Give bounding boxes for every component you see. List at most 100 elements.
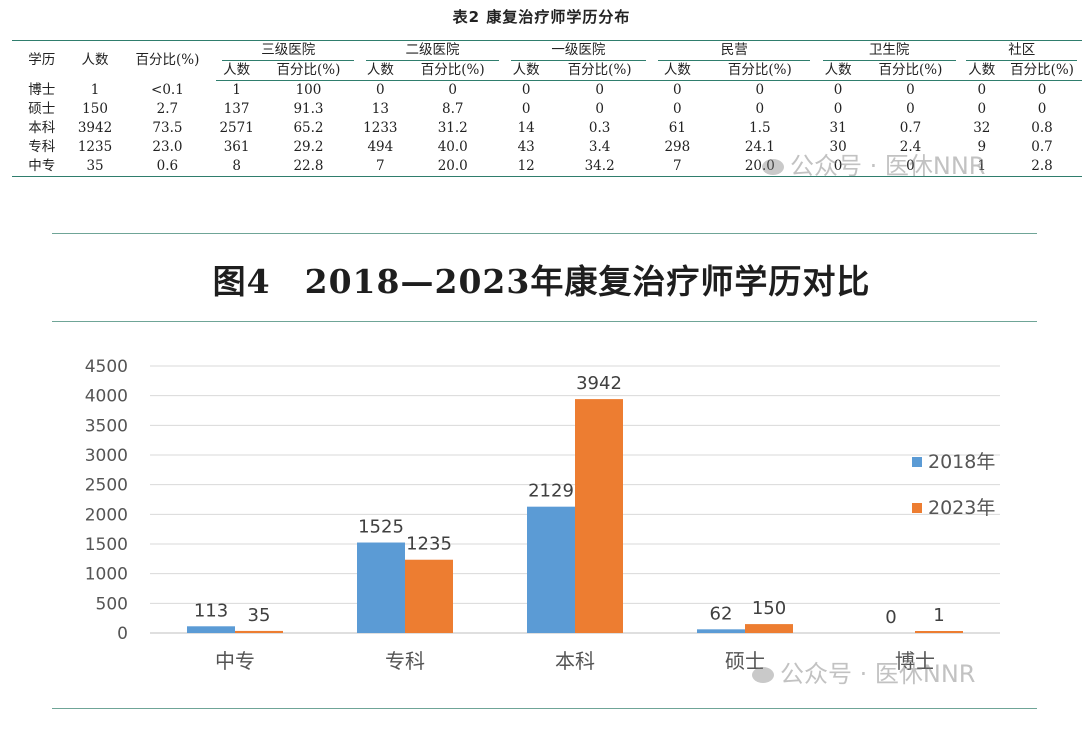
y-tick-label: 1000 xyxy=(85,565,128,585)
header-sub-pct: 百分比(%) xyxy=(400,61,505,81)
table-row: 专科 1235 23.0 361 29.2 494 40.0 43 3.4 298 24.1 30 2.… xyxy=(12,138,1082,157)
row-label: 硕士 xyxy=(28,101,56,117)
header-group: 三级医院 xyxy=(216,40,361,61)
row-label: 专科 xyxy=(28,139,56,155)
table-cell: 361 xyxy=(223,139,250,155)
header-count: 人数 xyxy=(71,40,119,81)
watermark-bottom: 公众号 · 医休NNR xyxy=(752,654,975,689)
bar xyxy=(745,624,793,633)
table-cell: 298 xyxy=(664,139,691,155)
table-cell: 0 xyxy=(376,82,385,98)
table-cell: 1 xyxy=(961,157,1003,177)
header-sub-count: 人数 xyxy=(961,61,1003,81)
header-sub-pct: 百分比(%) xyxy=(1002,61,1082,81)
x-tick-label: 硕士 xyxy=(725,649,765,673)
legend-swatch xyxy=(912,503,922,513)
table-cell: 9 xyxy=(977,139,987,155)
data-label: 1 xyxy=(933,605,944,626)
y-tick-label: 0 xyxy=(117,624,128,644)
y-tick-label: 4000 xyxy=(85,387,128,407)
bar xyxy=(357,542,405,633)
data-label: 150 xyxy=(752,598,786,619)
table-cell: 13 xyxy=(371,101,389,117)
header-sub-count: 人数 xyxy=(651,61,703,81)
table-cell: 1.5 xyxy=(749,120,771,136)
table-cell: 29.2 xyxy=(293,139,324,155)
header-pct: 百分比(%) xyxy=(118,40,217,81)
table-cell: 8.7 xyxy=(441,101,464,117)
chart-title: 图4 2018—2023年康复治疗师学历对比 xyxy=(212,262,871,301)
row-label: 本科 xyxy=(28,120,56,136)
table-cell: 35 xyxy=(71,157,119,177)
header-sub-count: 人数 xyxy=(816,61,860,81)
table-cell: 8 xyxy=(216,157,257,177)
table-cell: 31.2 xyxy=(437,120,468,136)
y-tick-label: 2000 xyxy=(85,505,128,525)
data-label: 113 xyxy=(194,600,228,621)
legend-label: 2018年 xyxy=(928,451,995,473)
table-cell: 31 xyxy=(829,120,847,136)
bar xyxy=(187,626,235,633)
header-sub-pct: 百分比(%) xyxy=(859,61,962,81)
header-group: 卫生院 xyxy=(816,40,962,61)
table-cell: 0 xyxy=(521,82,531,98)
header-group: 民营 xyxy=(651,40,817,61)
y-tick-label: 3000 xyxy=(85,446,128,466)
bar xyxy=(915,631,963,633)
wechat-icon xyxy=(752,667,774,683)
table-cell: 14 xyxy=(517,120,535,136)
chart-rule-bottom xyxy=(52,708,1037,709)
table-cell: 0 xyxy=(673,82,682,98)
header-sub-pct: 百分比(%) xyxy=(702,61,817,81)
table-cell: 1 xyxy=(232,82,241,98)
row-label: 中专 xyxy=(12,157,72,177)
table-row: 中专 35 0.6 8 22.8 7 20.0 12 34.2 7 20.0 0 0 1 2.8 xyxy=(12,157,1082,177)
table-cell: 0 xyxy=(755,101,765,117)
header-sub-count: 人数 xyxy=(216,61,257,81)
table-cell: 0 xyxy=(755,82,765,98)
table-cell: 0 xyxy=(977,82,987,98)
wechat-icon xyxy=(762,159,784,175)
y-tick-label: 4500 xyxy=(85,357,128,377)
table-cell: 3.4 xyxy=(588,139,611,155)
bar xyxy=(575,399,623,633)
table-cell: 150 xyxy=(82,101,108,117)
table-cell: 2.7 xyxy=(156,101,179,117)
table-cell: 0 xyxy=(1037,82,1047,98)
table-cell: 0 xyxy=(595,82,604,98)
table-cell: 34.2 xyxy=(547,157,652,177)
table-cell: 0 xyxy=(859,157,962,177)
watermark-top: 公众号 · 医休NNR xyxy=(762,146,985,181)
table-caption: 表2 康复治疗师学历分布 xyxy=(452,8,631,26)
data-label: 1525 xyxy=(358,517,404,538)
table-cell: 0 xyxy=(673,101,682,117)
table-cell: 61 xyxy=(668,120,686,136)
table-cell: 137 xyxy=(223,101,250,117)
table-cell: 0 xyxy=(521,101,531,117)
table-cell: 40.0 xyxy=(437,139,468,155)
x-tick-label: 博士 xyxy=(895,649,935,673)
x-tick-label: 专科 xyxy=(385,649,425,673)
table-cell: 22.8 xyxy=(256,157,361,177)
title-rule-bottom xyxy=(52,321,1037,322)
table-row: 硕士 150 2.7 137 91.3 13 8.7 0 0 0 0 0 0 0 0 xyxy=(12,100,1082,119)
table-cell: 43 xyxy=(517,139,535,155)
header-group: 一级医院 xyxy=(504,40,652,61)
data-label: 3942 xyxy=(576,373,622,394)
table-cell: 30 xyxy=(829,139,847,155)
table-cell: 0 xyxy=(977,101,987,117)
table-cell: <0.1 xyxy=(151,81,184,98)
education-table: 学历 人数 百分比(%) 三级医院 二级医院 一级医院 民营 卫生院 社区 人数… xyxy=(12,40,1082,177)
table-cell: 494 xyxy=(367,139,394,155)
table-cell: 24.1 xyxy=(744,139,775,155)
table-cell: 0 xyxy=(906,82,915,98)
data-label: 1235 xyxy=(406,534,452,555)
header-sub-count: 人数 xyxy=(504,61,548,81)
table-cell: 20.0 xyxy=(702,157,817,177)
table-cell: 23.0 xyxy=(152,139,183,155)
x-tick-label: 本科 xyxy=(555,649,595,673)
table-cell: 0 xyxy=(906,101,915,117)
sub-header-row: 人数 百分比(%) 人数 百分比(%) 人数 百分比(%) 人数 百分比(%) 人数 百分比(%)… xyxy=(12,61,1082,81)
table-cell: 2.8 xyxy=(1002,157,1082,177)
